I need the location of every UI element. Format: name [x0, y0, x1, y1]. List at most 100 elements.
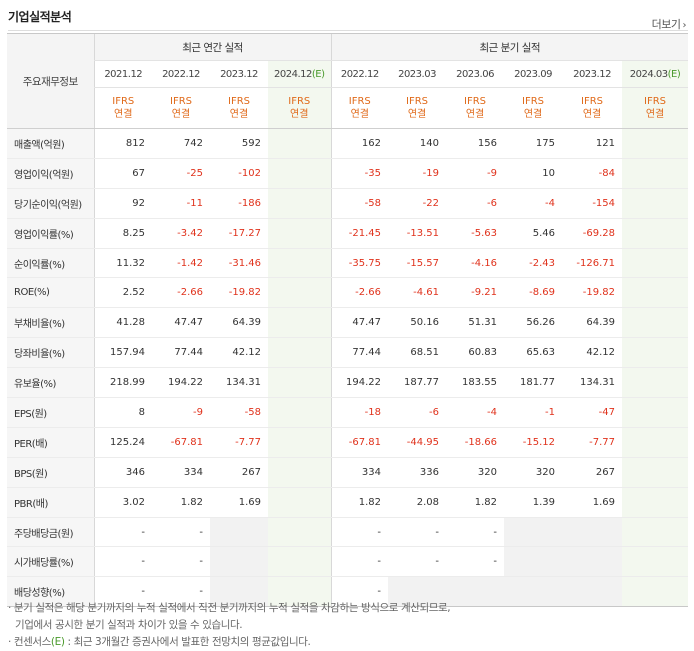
value-cell: - [330, 576, 389, 608]
row-label: 순이익률(%) [7, 248, 94, 279]
value-cell: 1.82 [330, 487, 389, 518]
value-cell: 346 [93, 457, 152, 488]
value-cell: -31.46 [210, 248, 268, 279]
value-cell: 68.51 [388, 337, 447, 369]
value-cell [562, 516, 623, 548]
value-cell: -18 [330, 397, 389, 428]
value-cell: 267 [562, 457, 623, 488]
period-label: 2024.03 [629, 68, 668, 80]
period-label: 2023.06 [456, 68, 494, 80]
estimate-mark: (E) [667, 68, 681, 80]
ifrs-header: IFRS 연결 [622, 87, 689, 129]
ifrs-header: IFRS 연결 [446, 87, 505, 129]
consolidated-label: 연결 [290, 109, 309, 120]
estimate-mark: (E) [311, 68, 325, 80]
value-cell: 3.02 [93, 487, 152, 518]
value-cell [622, 576, 689, 608]
value-cell: -102 [210, 158, 268, 189]
value-cell: 1.82 [152, 487, 210, 518]
value-cell: -1 [504, 397, 563, 428]
ifrs-header: IFRS 연결 [210, 87, 268, 129]
financial-table: 주요재무정보 최근 연간 실적 최근 분기 실적 2021.12 2022.12 2… [7, 33, 689, 608]
value-cell [622, 337, 689, 369]
period-header: 2022.12 [330, 60, 389, 88]
table-row: BPS(원) 346 334 267 334 336 320 320 267 [7, 457, 689, 488]
section-title: 기업실적분석 [8, 10, 72, 24]
value-cell: -2.66 [330, 277, 389, 309]
value-cell: -9.21 [446, 277, 505, 309]
value-cell: -9 [446, 158, 505, 189]
value-cell: -19.82 [210, 277, 268, 309]
period-header: 2022.12 [152, 60, 210, 88]
period-label: 2023.12 [573, 68, 611, 80]
value-cell: -6 [388, 397, 447, 428]
ifrs-label: IFRS [644, 96, 667, 107]
value-cell: 336 [388, 457, 447, 488]
table-row: EPS(원) 8 -9 -58 -18 -6 -4 -1 -47 [7, 397, 689, 428]
value-cell: 1.69 [562, 487, 623, 518]
value-cell: -6 [446, 188, 505, 219]
table-row: PER(배) 125.24 -67.81 -7.77 -67.81 -44.95 -18.6… [7, 427, 689, 458]
value-cell: 42.12 [562, 337, 623, 369]
value-cell [622, 367, 689, 399]
value-cell: 812 [93, 128, 152, 159]
value-cell [268, 427, 332, 458]
more-label: 더보기 [651, 18, 681, 31]
value-cell: - [152, 546, 210, 578]
value-cell: - [93, 576, 152, 608]
value-cell [268, 397, 332, 428]
value-cell [622, 427, 689, 458]
ifrs-label: IFRS [464, 96, 487, 107]
value-cell: -13.51 [388, 217, 447, 249]
value-cell: 51.31 [446, 307, 505, 339]
footnote-quarterly: · 분기 실적은 해당 분기까지의 누적 실적에서 직전 분기까지의 누적 실적… [8, 602, 451, 614]
value-cell: - [446, 546, 505, 578]
period-header: 2024.12(E) [268, 60, 332, 88]
value-cell: -2.66 [152, 277, 210, 309]
value-cell: 267 [210, 457, 268, 488]
value-cell: 56.26 [504, 307, 563, 339]
period-header: 2023.03 [388, 60, 447, 88]
row-label: 유보율(%) [7, 367, 94, 399]
value-cell [268, 248, 332, 279]
consolidated-label: 연결 [407, 109, 427, 120]
period-header: 2021.12 [93, 60, 152, 88]
value-cell: 11.32 [93, 248, 152, 279]
period-label: 2024.12 [274, 68, 312, 80]
table-row: 당좌비율(%) 157.94 77.44 42.12 77.44 68.51 60.83 65… [7, 337, 689, 369]
value-cell [388, 576, 447, 608]
ifrs-label: IFRS [348, 96, 371, 107]
consolidated-label: 연결 [114, 109, 133, 120]
value-cell [622, 487, 689, 518]
value-cell: - [388, 546, 447, 578]
value-cell: 156 [446, 128, 505, 159]
value-cell: 1.82 [446, 487, 505, 518]
ifrs-header: IFRS 연결 [268, 87, 332, 129]
period-label: 2022.12 [340, 68, 379, 80]
row-label: PBR(배) [7, 487, 94, 518]
value-cell: -58 [330, 188, 389, 219]
table-row: 순이익률(%) 11.32 -1.42 -31.46 -35.75 -15.57 -4.16… [7, 248, 689, 279]
period-header: 2023.12 [562, 60, 623, 88]
value-cell: - [446, 516, 505, 548]
table-row: ROE(%) 2.52 -2.66 -19.82 -2.66 -4.61 -9.21 -8.6… [7, 277, 689, 309]
value-cell: 41.28 [93, 307, 152, 339]
value-cell [622, 516, 689, 548]
table-row: 부채비율(%) 41.28 47.47 64.39 47.47 50.16 51.31 56.… [7, 307, 689, 339]
value-cell: 742 [152, 128, 210, 159]
footnote-quarterly-cont: 기업에서 공시한 분기 실적과 차이가 있을 수 있습니다. [15, 619, 243, 631]
more-link[interactable]: 더보기 › [651, 16, 687, 32]
table-row: 주당배당금(원) - - - - - [7, 516, 689, 548]
value-cell [562, 576, 623, 608]
value-cell [268, 128, 332, 159]
value-cell: 334 [330, 457, 389, 488]
table-row: 매출액(억원) 812 742 592 162 140 156 175 121 [7, 128, 689, 159]
value-cell: 134.31 [562, 367, 623, 399]
value-cell: 2.08 [388, 487, 447, 518]
ifrs-label: IFRS [170, 96, 192, 107]
value-cell [622, 188, 689, 219]
value-cell [268, 576, 332, 608]
value-cell [268, 337, 332, 369]
period-label: 2021.12 [104, 68, 143, 80]
value-cell: -84 [562, 158, 623, 189]
